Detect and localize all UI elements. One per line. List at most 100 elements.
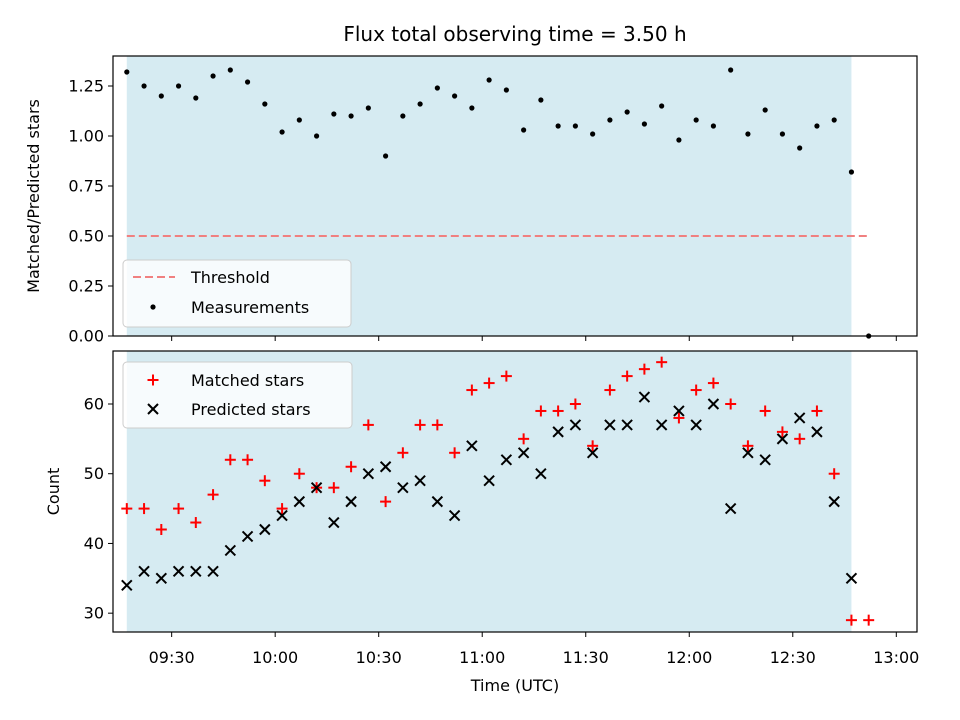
measurement-point [279, 129, 285, 135]
x-tick-label: 11:30 [563, 648, 609, 667]
predicted-star-point [379, 461, 392, 473]
matched-star-point [207, 489, 219, 501]
matched-star-point [431, 419, 443, 431]
x-tick-label: 12:30 [770, 648, 816, 667]
matched-star-point [500, 370, 512, 382]
y-tick-label: 0.50 [68, 227, 104, 246]
measurements-legend-marker [150, 304, 156, 310]
measurement-point [210, 73, 216, 79]
matched-star-point [828, 468, 840, 480]
predicted-star-point [293, 495, 306, 508]
measurement-point [572, 123, 578, 129]
measurement-point [469, 105, 475, 111]
predicted-star-point [604, 419, 616, 431]
matched-star-point [276, 503, 288, 515]
matched-star-point [397, 447, 409, 459]
top-legend: Threshold Measurements [122, 259, 352, 328]
matched-star-point [518, 433, 530, 445]
count-series [121, 356, 875, 626]
measurement-point [400, 113, 406, 119]
matched-star-point [725, 398, 737, 410]
x-tick-label: 12:00 [666, 648, 712, 667]
matched-star-point [138, 503, 150, 515]
matched-star-point [742, 440, 754, 452]
matched-star-point [776, 426, 788, 438]
matched-star-point [811, 405, 823, 417]
matched-star-point [604, 384, 616, 396]
predicted-star-point [328, 516, 340, 529]
predicted-star-point [759, 454, 771, 466]
matched-star-point [552, 405, 564, 417]
measurement-point [779, 131, 786, 137]
measurement-point [555, 123, 561, 129]
star-count-panel: 30 40 50 60 09:30 10:00 10:30 11:00 11:30 12:00 1… [44, 350, 919, 695]
measurement-point [538, 97, 544, 103]
bottom-legend: Matched stars Predicted stars [122, 361, 353, 429]
predicted-star-point [655, 419, 668, 431]
x-tick-label: 09:30 [149, 648, 195, 667]
x-axis-label: Time (UTC) [470, 676, 559, 695]
bottom-legend-box [122, 361, 353, 429]
bottom-x-ticks: 09:30 10:00 10:30 11:00 11:30 12:00 12:30 13:00 [149, 632, 919, 667]
y-tick-label: 1.25 [68, 77, 104, 96]
matched-star-point [345, 461, 357, 473]
predicted-star-point [586, 447, 599, 459]
matched-star-point [759, 405, 771, 417]
x-marker [147, 403, 159, 415]
matched-star-point [259, 475, 271, 487]
predicted-star-point [793, 412, 806, 424]
predicted-star-point [500, 454, 513, 466]
matched-star-point [621, 370, 633, 382]
measurement-point [503, 87, 509, 93]
measurement-point [175, 83, 182, 89]
predicted-star-point [621, 419, 633, 431]
measurement-point [434, 85, 440, 91]
matched-star-point [673, 412, 685, 424]
predicted-star-point [190, 565, 202, 578]
predicted-star-point [414, 474, 426, 487]
measurement-point [641, 121, 647, 127]
measurement-point [590, 131, 596, 137]
predicted-star-point [776, 433, 789, 445]
top-y-axis-label: Matched/Predicted stars [24, 99, 43, 293]
top-x-ticks [171, 336, 897, 341]
matched-star-point [845, 614, 857, 626]
matched-star-point [587, 440, 599, 452]
matched-star-point [414, 419, 426, 431]
measurement-point [417, 101, 423, 107]
predicted-star-point [483, 474, 495, 487]
matched-star-point [155, 524, 167, 536]
matched-star-point [121, 503, 133, 515]
bottom-y-ticks: 30 40 50 60 [84, 394, 113, 623]
bottom-axes-frame [112, 350, 918, 633]
matched-star-point [690, 384, 702, 396]
predicted-star-point [535, 468, 547, 480]
matched-star-point [173, 503, 185, 515]
measurement-point [486, 77, 492, 83]
y-tick-label: 0.00 [68, 327, 104, 346]
matched-star-point [483, 377, 495, 389]
predicted-star-point [517, 447, 530, 459]
predicted-star-point [259, 523, 271, 536]
top-axes-frame [112, 55, 918, 337]
measurement-point [158, 93, 164, 99]
predicted-star-point [828, 495, 840, 508]
matched-star-point [328, 482, 340, 494]
measurement-point [659, 103, 665, 109]
predicted-star-point [121, 579, 133, 591]
measurement-point [607, 117, 613, 123]
predicted-legend-label: Predicted stars [191, 400, 311, 419]
matched-star-point [224, 454, 236, 466]
predicted-star-point [224, 544, 237, 557]
measurement-point [348, 113, 354, 119]
measurement-point [762, 107, 768, 113]
measurement-point [331, 111, 337, 117]
predicted-star-point [724, 502, 737, 515]
x-tick-label: 10:00 [252, 648, 298, 667]
measurement-point [710, 123, 717, 129]
predicted-star-point [448, 509, 461, 522]
measurements-legend-label: Measurements [191, 298, 309, 317]
top-legend-box [122, 259, 352, 328]
matched-legend-marker [147, 374, 159, 386]
